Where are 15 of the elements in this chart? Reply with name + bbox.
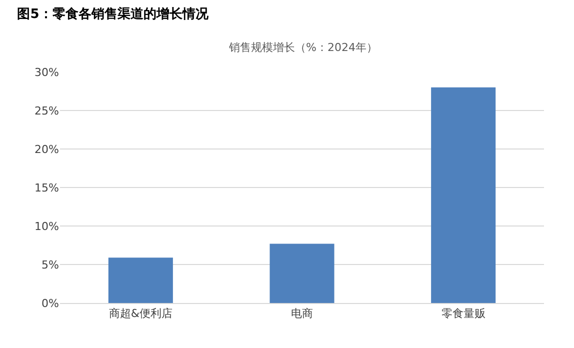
chart-title: 图5：零食各销售渠道的增长情况: [17, 6, 210, 22]
y-tick-label: 25%: [34, 104, 59, 118]
y-tick-label: 0%: [42, 296, 59, 310]
bar: [431, 87, 496, 303]
chart-subtitle: 销售规模增长（%：2024年）: [228, 41, 378, 54]
x-tick-label: 商超&便利店: [108, 307, 172, 320]
y-tick-label: 10%: [34, 220, 59, 233]
bar: [108, 258, 173, 303]
y-tick-label: 5%: [42, 258, 59, 272]
y-tick-label: 30%: [34, 66, 59, 79]
x-tick-label: 电商: [291, 307, 313, 320]
y-tick-label: 20%: [34, 142, 59, 156]
x-tick-label: 零食量贩: [441, 307, 486, 320]
bar: [270, 244, 334, 303]
y-tick-label: 15%: [34, 181, 59, 194]
